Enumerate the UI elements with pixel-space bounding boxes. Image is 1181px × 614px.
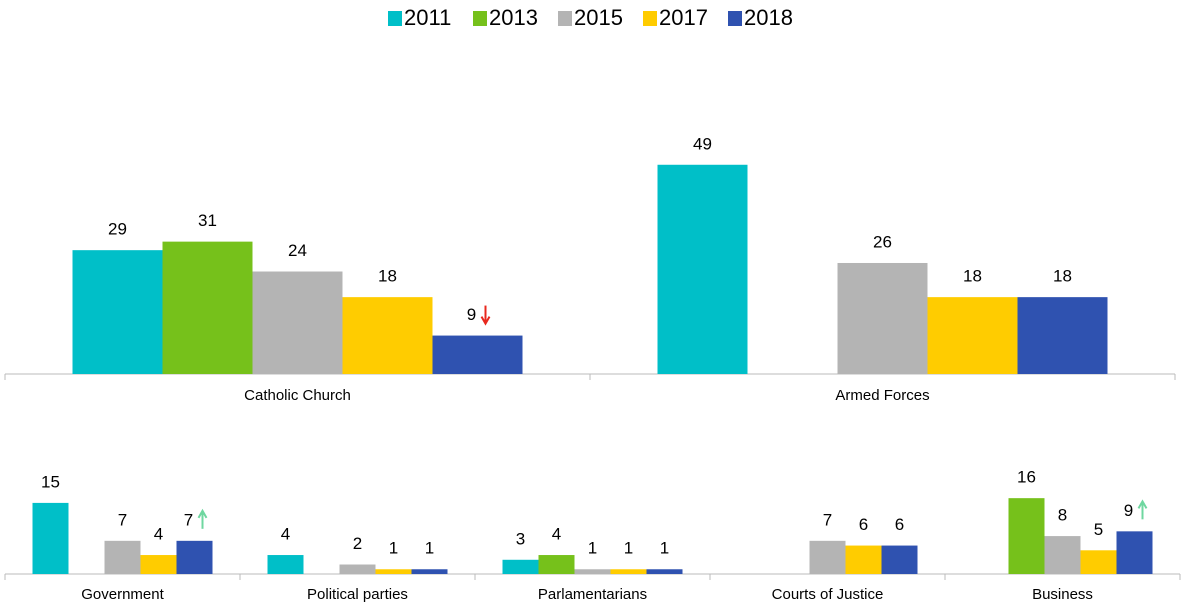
data-label: 49: [693, 134, 712, 153]
bar: [809, 540, 846, 574]
bar: [646, 569, 683, 574]
bar: [657, 164, 748, 374]
x-tick-label: Courts of Justice: [772, 586, 884, 603]
data-label: 2: [353, 534, 362, 553]
bar: [339, 564, 376, 574]
bar: [881, 545, 918, 574]
bar: [176, 540, 213, 574]
bar: [267, 555, 304, 574]
data-label: 18: [1053, 267, 1072, 286]
data-label: 3: [516, 529, 525, 548]
data-label: 6: [895, 515, 904, 534]
legend-swatch: [473, 11, 487, 26]
x-tick-label: Business: [1032, 586, 1093, 603]
data-label: 4: [552, 525, 561, 544]
legend-label: 2017: [659, 5, 708, 30]
data-label: 9: [467, 305, 476, 324]
bar: [574, 569, 611, 574]
legend-label: 2013: [489, 5, 538, 30]
legend-swatch: [558, 11, 572, 26]
bar: [342, 297, 433, 374]
data-label: 4: [281, 525, 290, 544]
x-tick-label: Catholic Church: [244, 387, 351, 404]
data-label: 1: [660, 539, 669, 558]
bar: [845, 545, 882, 574]
bar: [375, 569, 412, 574]
data-label: 31: [198, 211, 217, 230]
data-label: 7: [184, 510, 193, 529]
data-label: 7: [823, 510, 832, 529]
bar: [502, 559, 539, 574]
legend-label: 2011: [404, 5, 451, 30]
data-label: 7: [118, 510, 127, 529]
bar: [72, 250, 163, 374]
bar: [1017, 297, 1108, 374]
data-label: 1: [624, 539, 633, 558]
data-label: 9: [1124, 501, 1133, 520]
x-tick-label: Political parties: [307, 586, 408, 603]
legend-label: 2018: [744, 5, 793, 30]
legend-swatch: [388, 11, 402, 26]
data-label: 8: [1058, 506, 1067, 525]
legend-label: 2015: [574, 5, 623, 30]
bar: [32, 502, 69, 574]
legend-swatch: [643, 11, 657, 26]
bar: [1008, 498, 1045, 574]
bar: [432, 335, 523, 374]
bar: [411, 569, 448, 574]
bar: [1044, 536, 1081, 574]
bar: [140, 555, 177, 574]
data-label: 26: [873, 232, 892, 251]
data-label: 18: [378, 267, 397, 286]
data-label: 6: [859, 515, 868, 534]
data-label: 1: [588, 539, 597, 558]
bar: [610, 569, 647, 574]
trend-arrow-head: [1137, 499, 1148, 509]
data-label: 15: [41, 472, 60, 491]
data-label: 18: [963, 267, 982, 286]
bar: [252, 271, 343, 374]
x-tick-label: Government: [81, 586, 164, 603]
bar: [1116, 531, 1153, 574]
data-label: 16: [1017, 468, 1036, 487]
data-label: 29: [108, 220, 127, 239]
bar: [927, 297, 1018, 374]
x-tick-label: Parlamentarians: [538, 586, 647, 603]
bar: [538, 555, 575, 574]
bar: [837, 262, 928, 374]
legend-swatch: [728, 11, 742, 26]
bar: [104, 540, 141, 574]
trend-arrow-head: [197, 508, 208, 519]
bar: [1080, 550, 1117, 574]
data-label: 5: [1094, 520, 1103, 539]
x-tick-label: Armed Forces: [835, 387, 929, 404]
data-label: 24: [288, 241, 307, 260]
data-label: 4: [154, 525, 163, 544]
bar: [162, 241, 253, 374]
trend-arrow-head: [480, 316, 491, 326]
data-label: 1: [425, 539, 434, 558]
data-label: 1: [389, 539, 398, 558]
